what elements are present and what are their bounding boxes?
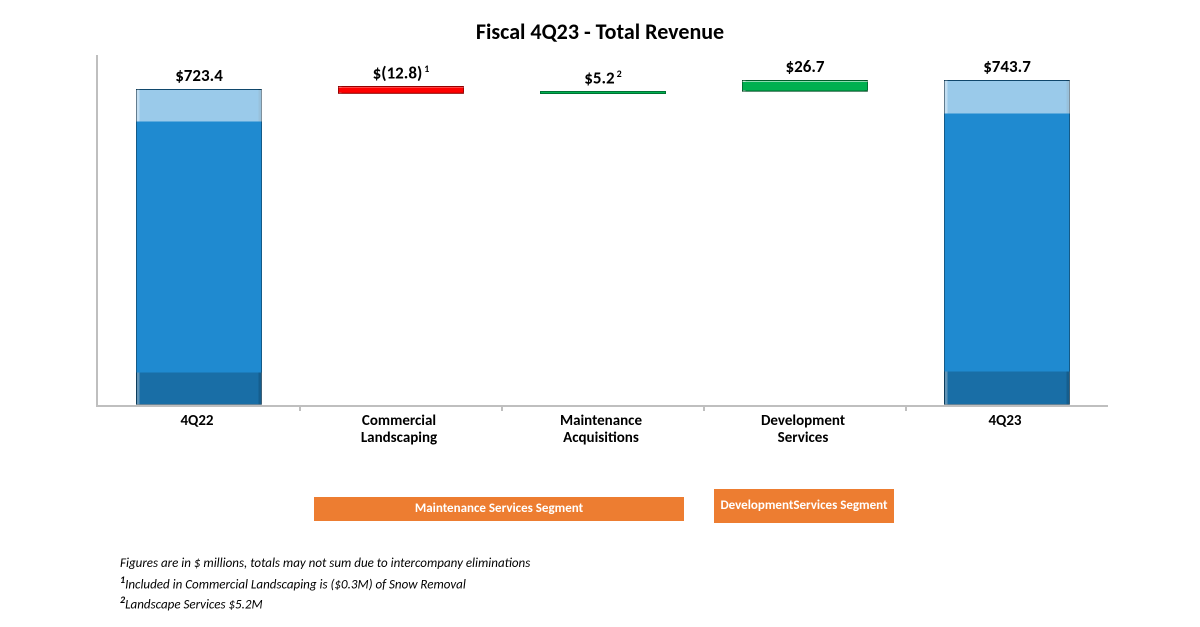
bar-q22 <box>136 89 262 405</box>
xlabel-commercial: CommercialLandscaping <box>298 407 500 448</box>
bar-commercial <box>338 86 464 94</box>
footnote-1: 1Included in Commercial Landscaping is (… <box>120 573 1200 594</box>
segment-labels: Maintenance Services Segment DevelopmentS… <box>96 491 1106 527</box>
xlabel-q22: 4Q22 <box>96 407 298 430</box>
value-label-q23: $743.7 <box>944 58 1070 75</box>
x-axis-labels: 4Q22CommercialLandscapingMaintenanceAcqu… <box>96 407 1106 447</box>
chart-title: Fiscal 4Q23 - Total Revenue <box>0 0 1200 45</box>
bar-maint_acq <box>540 91 666 94</box>
bar-q23 <box>944 80 1070 405</box>
segment-box: DevelopmentServices Segment <box>714 489 894 523</box>
waterfall-chart: $723.4 $(12.8)1 $5.22 $26.7 $743.7 4Q22Comme… <box>96 55 1106 527</box>
value-label-maint_acq: $5.22 <box>540 69 666 87</box>
value-label-dev_svc: $26.7 <box>742 58 868 75</box>
xlabel-dev_svc: DevelopmentServices <box>702 407 904 448</box>
footnote-2: 2Landscape Services $5.2M <box>120 593 1200 614</box>
xlabel-maint_acq: MaintenanceAcquisitions <box>500 407 702 448</box>
xlabel-q23: 4Q23 <box>904 407 1106 430</box>
segment-box: Maintenance Services Segment <box>314 497 684 521</box>
value-label-commercial: $(12.8)1 <box>338 64 464 82</box>
footnote-main: Figures are in $ millions, totals may no… <box>120 555 1200 573</box>
footnotes: Figures are in $ millions, totals may no… <box>120 555 1200 614</box>
value-label-q22: $723.4 <box>136 67 262 84</box>
bar-dev_svc <box>742 80 868 92</box>
plot-area: $723.4 $(12.8)1 $5.22 $26.7 $743.7 <box>96 55 1108 407</box>
